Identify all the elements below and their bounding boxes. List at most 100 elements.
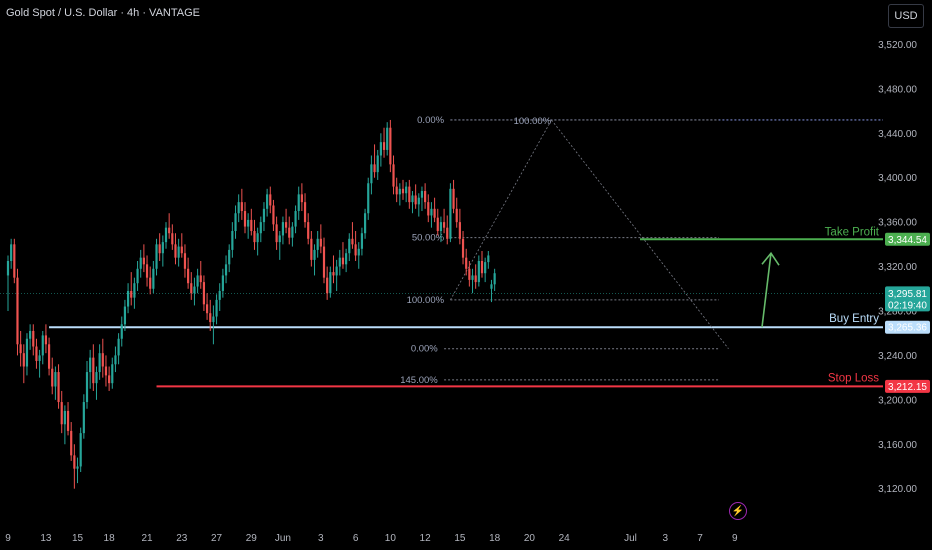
candle-body [278, 235, 281, 243]
x-tick-label: 9 [732, 533, 738, 544]
candle-body [171, 233, 174, 245]
y-tick-label: 3,360.00 [878, 218, 917, 229]
candle-body [389, 127, 392, 165]
last-price-tag-bg [885, 286, 930, 312]
symbol-title[interactable]: Gold Spot / U.S. Dollar · 4h · VANTAGE [6, 7, 200, 19]
candle-body [149, 277, 152, 289]
x-tick-label: 13 [40, 533, 52, 544]
candle-body [455, 208, 458, 223]
candle-body [272, 205, 275, 225]
candle-body [168, 227, 171, 234]
candle-body [22, 353, 25, 367]
candle-body [461, 238, 465, 258]
candle-body [13, 244, 16, 278]
candle-body [139, 257, 142, 269]
fib-label: 0.00% [411, 344, 438, 355]
stop-loss-tag: 3,212.15 [888, 382, 927, 393]
x-tick-label: Jul [624, 533, 637, 544]
candle-body [411, 195, 414, 203]
candle-body [427, 202, 430, 216]
candle-body [136, 268, 139, 284]
candle-body [187, 268, 190, 284]
candle-body [85, 372, 89, 403]
countdown-tag: 02:19:40 [888, 300, 927, 311]
candle-body [395, 186, 398, 195]
candle-body [281, 222, 285, 236]
y-tick-label: 3,200.00 [878, 395, 917, 406]
candle-body [161, 242, 164, 254]
candle-body [471, 275, 474, 280]
fib-label: 145.00% [400, 375, 438, 386]
take-profit-tag: 3,344.54 [888, 235, 927, 246]
candle-body [212, 316, 215, 323]
candle-body [190, 283, 193, 294]
price-axis[interactable]: 3,120.00 3,160.00 3,200.00 3,240.00 3,280.00… [878, 40, 930, 495]
candle-body [228, 249, 231, 265]
candle-body [95, 372, 98, 384]
last-price-tag: 3,295.81 [888, 289, 927, 300]
candle-body [66, 410, 70, 431]
candle-body [180, 246, 183, 254]
candle-body [341, 257, 345, 265]
candle-body [474, 275, 477, 283]
x-tick-label: 18 [104, 533, 116, 544]
candle-body [164, 227, 168, 243]
lightning-icon[interactable]: ⚡ [729, 502, 747, 520]
candle-body [291, 226, 294, 238]
candle-body [158, 244, 161, 254]
x-tick-label: 27 [211, 533, 223, 544]
fib-levels: 0.00% 50.00% 100.00% 100.00% 0.00% 145.00% [400, 115, 729, 386]
x-tick-label: 9 [5, 533, 11, 544]
take-profit-tag-bg [885, 232, 930, 246]
y-tick-label: 3,440.00 [878, 129, 917, 140]
candle-body [256, 233, 259, 243]
candle-body [307, 222, 310, 239]
candle-body [98, 353, 101, 373]
buy-entry-label: Buy Entry [829, 313, 879, 325]
candle-body [446, 227, 449, 239]
candle-body [294, 211, 297, 227]
candle-body [174, 244, 177, 258]
candle-body [354, 244, 357, 256]
candle-body [145, 264, 149, 278]
candle-body [379, 142, 382, 156]
candle-body [111, 364, 114, 384]
candle-body [221, 275, 224, 291]
fib-trend-line [450, 119, 552, 301]
candle-body [288, 227, 291, 238]
y-tick-label: 3,160.00 [878, 440, 917, 451]
currency-button[interactable]: USD [888, 4, 924, 28]
candle-body [130, 290, 133, 298]
candle-body [259, 222, 262, 234]
candle-body [449, 188, 452, 239]
candle-body [205, 304, 209, 314]
x-tick-label: 10 [385, 533, 397, 544]
candle-body [215, 299, 218, 317]
y-tick-label: 3,120.00 [878, 484, 917, 495]
time-axis[interactable]: 9 13 15 18 21 23 27 29 Jun 3 6 10 12 15 18 20 24 Jul 3 7 9 [5, 533, 738, 544]
candle-body [338, 257, 341, 267]
candle-body [367, 183, 370, 214]
candle-body [202, 282, 206, 305]
candle-body [89, 357, 92, 373]
annotations: Take Profit Buy Entry Stop Loss [761, 226, 880, 384]
candle-body [10, 244, 13, 261]
candle-body [183, 253, 187, 269]
candle-body [57, 372, 60, 403]
candle-body [430, 208, 433, 216]
candle-body [363, 213, 367, 234]
candle-body [104, 366, 108, 376]
candle-body [108, 375, 111, 384]
candle-body [19, 344, 22, 354]
candle-body [120, 324, 123, 339]
candle-body [373, 164, 376, 173]
candle-body [386, 127, 389, 150]
candle-body [196, 275, 199, 287]
candle-body [247, 219, 250, 227]
candle-body [414, 195, 417, 205]
candle-body [420, 191, 424, 198]
candle-body [231, 231, 234, 250]
x-tick-label: 3 [318, 533, 324, 544]
candle-body [300, 194, 303, 203]
